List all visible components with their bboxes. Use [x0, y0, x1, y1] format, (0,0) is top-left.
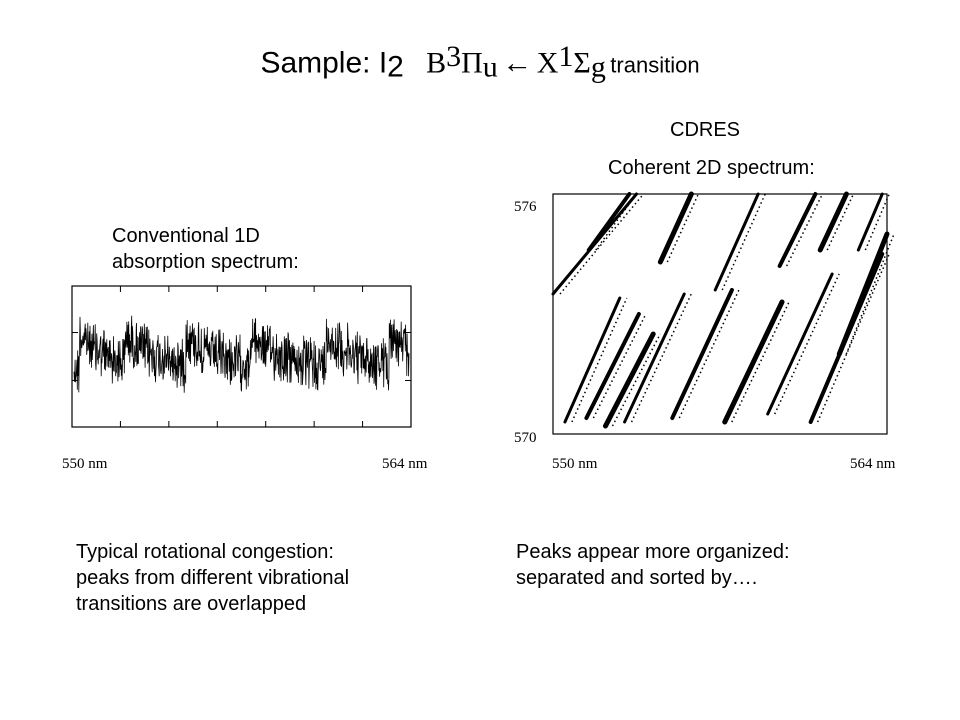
- chart2-dotted-streak: [666, 193, 700, 263]
- slide-title: Sample: I2 B3Πu ← X1Σg transition: [0, 40, 960, 85]
- chart1-xtick-start: 550 nm: [62, 456, 108, 472]
- left-caption-line3: transitions are overlapped: [76, 593, 307, 615]
- chart2-streak: [817, 191, 849, 253]
- chart2-streak: [836, 231, 890, 357]
- chart2-frame: [552, 193, 888, 435]
- chart2-streak: [766, 272, 834, 416]
- pi-symbol: Π: [461, 46, 483, 80]
- left-caption-line1: Typical rotational congestion:: [76, 541, 334, 563]
- chart2-marks: [551, 191, 895, 429]
- chart2-dotted-streak: [611, 333, 661, 427]
- chart2-dotted-streak: [559, 193, 645, 295]
- chart2-streak: [586, 192, 632, 252]
- chart2-streak: [563, 296, 622, 424]
- chart2-dotted-streak: [731, 301, 790, 423]
- chart2-streak: [722, 299, 785, 425]
- chart1-frame: [71, 285, 412, 428]
- chart2-dotted-streak: [592, 313, 647, 419]
- absorption-1d-chart: [71, 285, 412, 428]
- chart2-dotted-streak: [785, 193, 824, 267]
- right-caption-line2: separated and sorted by….: [516, 567, 758, 589]
- chart2-streak: [713, 192, 760, 292]
- chart2-ytick-bottom: 570: [514, 430, 537, 446]
- state-x: X: [536, 46, 559, 80]
- right-caption-line1: Peaks appear more organized:: [516, 541, 790, 563]
- chart2-dotted-streak: [630, 293, 692, 423]
- title-prefix-sub: 2: [387, 50, 404, 84]
- chart2-dotted-streak: [595, 193, 637, 251]
- chart2-streak: [670, 288, 734, 420]
- left-heading-line2: absorption spectrum:: [112, 251, 299, 273]
- left-caption-line2: peaks from different vibrational: [76, 567, 350, 589]
- chart2-streak: [584, 312, 641, 420]
- chart2-xtick-end: 564 nm: [850, 456, 896, 472]
- chart2-dotted-streak: [678, 289, 740, 419]
- chart2-ytick-top: 576: [514, 199, 537, 215]
- method-label: CDRES: [670, 119, 741, 141]
- chart2-streak: [602, 331, 656, 429]
- chart1-trace: [73, 315, 410, 393]
- title-prefix: Sample: I: [260, 46, 388, 80]
- chart1-xtick-end: 564 nm: [382, 456, 428, 472]
- chart2-dotted-streak: [774, 273, 840, 415]
- pi-sub: u: [482, 50, 498, 84]
- chart2-streak: [856, 192, 884, 252]
- chart2-dotted-streak: [816, 253, 890, 423]
- chart2-streak: [777, 192, 818, 268]
- chart2-dotted-streak: [826, 193, 855, 251]
- chart2-dotted-streak: [864, 193, 890, 251]
- chart2-dotted-streak: [721, 193, 766, 291]
- chart2-dotted-streak: [571, 297, 628, 423]
- coherent-2d-chart: [551, 191, 895, 435]
- state-b-sup: 3: [446, 40, 462, 73]
- arrow-symbol: ←: [502, 46, 533, 80]
- left-heading-line1: Conventional 1D: [112, 225, 260, 247]
- state-x-sup: 1: [558, 40, 574, 73]
- sigma-symbol: Σ: [573, 46, 591, 80]
- chart2-streak: [623, 292, 686, 424]
- right-heading: Coherent 2D spectrum:: [608, 157, 815, 179]
- chart2-xtick-start: 550 nm: [552, 456, 598, 472]
- chart2-streak: [657, 191, 694, 265]
- title-suffix: transition: [610, 52, 700, 78]
- state-b: B: [426, 46, 447, 80]
- chart1-ticks: [71, 286, 412, 427]
- sigma-sub: g: [590, 50, 606, 84]
